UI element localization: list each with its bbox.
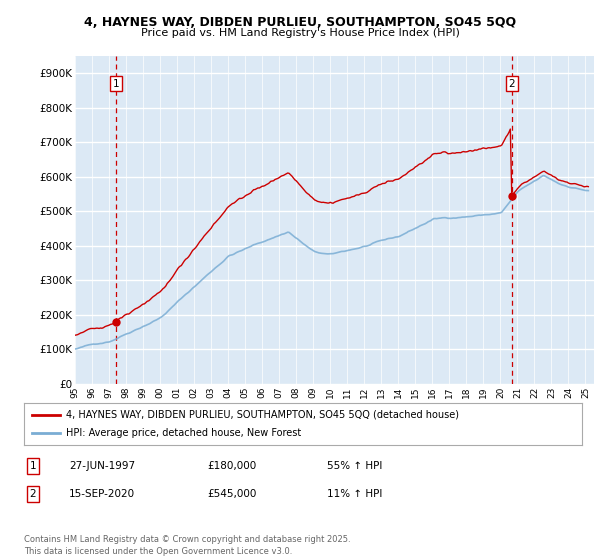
Text: 4, HAYNES WAY, DIBDEN PURLIEU, SOUTHAMPTON, SO45 5QQ: 4, HAYNES WAY, DIBDEN PURLIEU, SOUTHAMPT… bbox=[84, 16, 516, 29]
Point bbox=[56, 412, 64, 418]
Point bbox=[29, 430, 36, 437]
Text: Contains HM Land Registry data © Crown copyright and database right 2025.
This d: Contains HM Land Registry data © Crown c… bbox=[24, 535, 350, 556]
Point bbox=[56, 430, 64, 437]
Text: 55% ↑ HPI: 55% ↑ HPI bbox=[327, 461, 382, 471]
Text: 4, HAYNES WAY, DIBDEN PURLIEU, SOUTHAMPTON, SO45 5QQ (detached house): 4, HAYNES WAY, DIBDEN PURLIEU, SOUTHAMPT… bbox=[66, 410, 459, 420]
Text: 1: 1 bbox=[113, 78, 119, 88]
Text: Price paid vs. HM Land Registry's House Price Index (HPI): Price paid vs. HM Land Registry's House … bbox=[140, 28, 460, 38]
Text: 2: 2 bbox=[508, 78, 515, 88]
Text: 1: 1 bbox=[29, 461, 37, 471]
Text: 11% ↑ HPI: 11% ↑ HPI bbox=[327, 489, 382, 499]
Text: 27-JUN-1997: 27-JUN-1997 bbox=[69, 461, 135, 471]
Text: 2: 2 bbox=[29, 489, 37, 499]
Text: £545,000: £545,000 bbox=[207, 489, 256, 499]
Text: 15-SEP-2020: 15-SEP-2020 bbox=[69, 489, 135, 499]
Text: £180,000: £180,000 bbox=[207, 461, 256, 471]
Point bbox=[29, 412, 36, 418]
Text: HPI: Average price, detached house, New Forest: HPI: Average price, detached house, New … bbox=[66, 428, 301, 438]
